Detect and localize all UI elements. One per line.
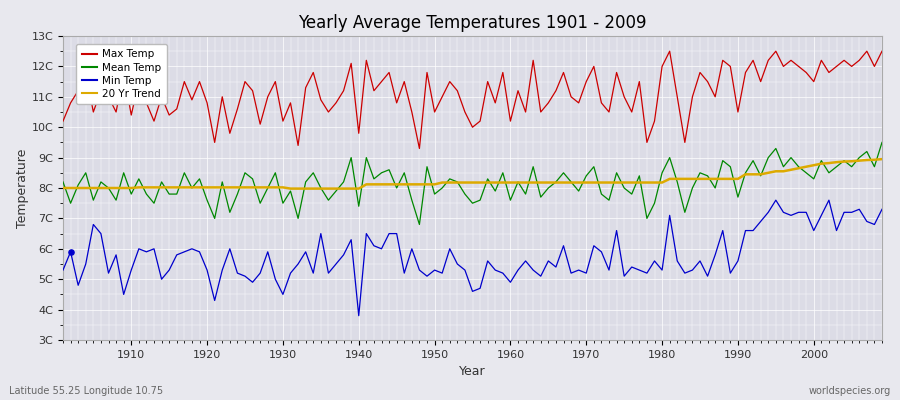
Text: worldspecies.org: worldspecies.org	[809, 386, 891, 396]
Y-axis label: Temperature: Temperature	[15, 148, 29, 228]
Point	[63, 249, 77, 255]
Title: Yearly Average Temperatures 1901 - 2009: Yearly Average Temperatures 1901 - 2009	[298, 14, 647, 32]
Legend: Max Temp, Mean Temp, Min Temp, 20 Yr Trend: Max Temp, Mean Temp, Min Temp, 20 Yr Tre…	[76, 44, 166, 104]
X-axis label: Year: Year	[459, 365, 486, 378]
Text: Latitude 55.25 Longitude 10.75: Latitude 55.25 Longitude 10.75	[9, 386, 163, 396]
